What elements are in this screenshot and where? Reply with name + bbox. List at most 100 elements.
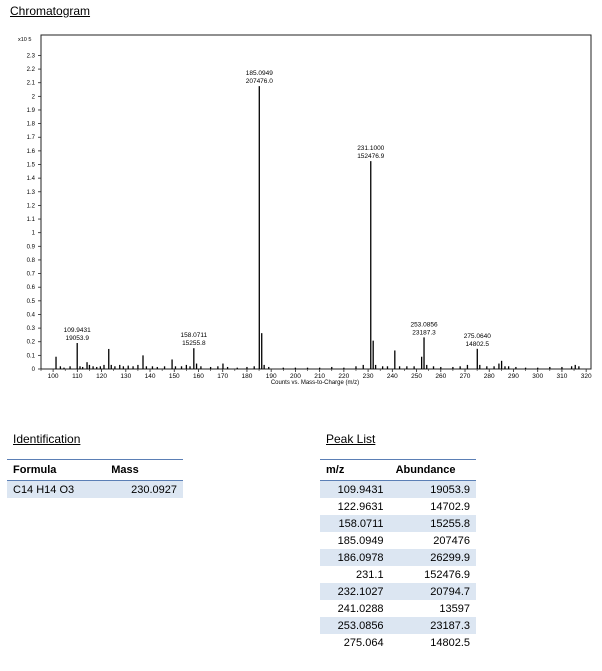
table-row: 122.9631 14702.9: [320, 498, 476, 515]
mz-cell: 232.1027: [320, 583, 390, 600]
table-row: 253.0856 23187.3: [320, 617, 476, 634]
abundance-cell: 19053.9: [389, 480, 476, 498]
y-tick-label: 0.5: [27, 299, 36, 305]
x-tick-label: 290: [508, 373, 519, 380]
y-tick-label: 1.3: [27, 190, 36, 196]
y-tick-label: 0.8: [27, 258, 36, 264]
x-tick-label: 190: [266, 373, 277, 380]
x-tick-label: 320: [581, 373, 592, 380]
y-tick-label: 0.9: [27, 244, 36, 250]
y-tick-label: 1.1: [27, 217, 36, 223]
x-tick-label: 220: [338, 373, 349, 380]
mz-cell: 185.0949: [337, 534, 384, 547]
mz-cell: 109.9431: [320, 480, 390, 498]
abundance-cell: 15255.8: [389, 515, 476, 532]
y-tick-label: 1.5: [27, 163, 36, 169]
x-tick-label: 300: [532, 373, 543, 380]
formula-cell: C14 H14 O3: [7, 480, 106, 498]
peak-annotation-abundance: 23187.3: [412, 329, 436, 336]
abundance-cell: 13597: [439, 602, 470, 615]
abundance-cell: 152476.9: [424, 568, 470, 581]
mz-cell: 253.0856: [320, 617, 390, 634]
abundance-header: Abundance: [389, 459, 476, 481]
abundance-cell: 14802.5: [430, 636, 470, 649]
y-tick-label: 2.3: [27, 53, 36, 59]
mass-cell: 230.0927: [105, 480, 183, 498]
mz-cell: 122.9631: [337, 500, 384, 513]
abundance-cell: 23187.3: [389, 617, 476, 634]
y-multiplier-label: x10 5: [18, 37, 31, 43]
y-tick-label: 1.4: [27, 176, 36, 182]
x-tick-label: 100: [48, 373, 59, 380]
peak-annotation-mz: 231.1000: [357, 145, 384, 152]
x-tick-label: 270: [460, 373, 471, 380]
peak-annotation-mz: 185.0949: [246, 70, 273, 77]
peak-annotation-mz: 253.0856: [410, 321, 437, 328]
peak-annotation-mz: 275.0640: [464, 333, 491, 340]
mz-header: m/z: [320, 459, 390, 481]
x-tick-label: 170: [217, 373, 228, 380]
peak-annotation-mz: 109.9431: [64, 327, 91, 334]
plot-area-frame: [40, 34, 592, 370]
mz-cell: 241.0288: [337, 602, 384, 615]
x-tick-label: 130: [120, 373, 131, 380]
formula-header: Formula: [7, 459, 106, 481]
abundance-cell: 20794.7: [389, 583, 476, 600]
x-tick-label: 280: [484, 373, 495, 380]
x-axis-label: Counts vs. Mass-to-Charge (m/z): [271, 380, 359, 386]
y-tick-label: 2: [32, 94, 36, 100]
y-tick-label: 1.7: [27, 135, 36, 141]
peak-annotation-abundance: 207476.0: [246, 78, 273, 85]
y-tick-label: 1.8: [27, 122, 36, 128]
abundance-cell: 14702.9: [430, 500, 470, 513]
table-row: C14 H14 O3 230.0927: [7, 480, 183, 498]
x-tick-label: 140: [145, 373, 156, 380]
y-tick-label: 1: [32, 231, 36, 237]
mz-cell: 275.064: [343, 636, 384, 649]
table-row: 185.0949 207476: [320, 532, 476, 549]
x-tick-label: 180: [242, 373, 253, 380]
peak-list-table: m/z Abundance 109.9431 19053.9 122.9631 147…: [320, 459, 476, 651]
x-tick-label: 250: [411, 373, 422, 380]
peak-annotation-abundance: 15255.8: [182, 340, 206, 347]
table-row: 158.0711 15255.8: [320, 515, 476, 532]
identification-title: Identification: [13, 432, 81, 446]
peak-list-title: Peak List: [326, 432, 376, 446]
table-row: 109.9431 19053.9: [320, 480, 476, 498]
mz-cell: 231.1: [356, 568, 384, 581]
table-row: 275.064 14802.5: [320, 634, 476, 651]
y-tick-label: 1.6: [27, 149, 36, 155]
y-tick-label: 0: [32, 367, 36, 373]
y-tick-label: 0.1: [27, 353, 36, 359]
x-tick-label: 260: [435, 373, 446, 380]
x-tick-label: 110: [72, 373, 83, 380]
peak-annotation-mz: 158.0711: [180, 332, 207, 339]
x-tick-label: 230: [363, 373, 374, 380]
peak-annotation-abundance: 19053.9: [65, 335, 89, 342]
peak-annotation-abundance: 152476.9: [357, 153, 384, 160]
chart-title: Chromatogram: [10, 4, 91, 18]
table-row: 231.1 152476.9: [320, 566, 476, 583]
x-tick-label: 160: [193, 373, 204, 380]
y-tick-label: 2.2: [27, 67, 36, 73]
x-tick-label: 150: [169, 373, 180, 380]
x-tick-label: 210: [314, 373, 325, 380]
peak-list-header-row: m/z Abundance: [320, 459, 476, 481]
mass-header: Mass: [105, 459, 183, 481]
table-row: 186.0978 26299.9: [320, 549, 476, 566]
mz-cell: 158.0711: [320, 515, 390, 532]
identification-header-row: Formula Mass: [7, 459, 183, 481]
abundance-cell: 207476: [433, 534, 470, 547]
x-tick-label: 120: [96, 373, 107, 380]
y-tick-label: 0.7: [27, 272, 36, 278]
abundance-cell: 26299.9: [389, 549, 476, 566]
y-tick-label: 0.3: [27, 326, 36, 332]
y-tick-label: 0.6: [27, 285, 36, 291]
y-tick-label: 2.1: [27, 81, 36, 87]
y-tick-label: 0.2: [27, 340, 36, 346]
y-tick-label: 0.4: [27, 312, 36, 318]
x-tick-label: 310: [556, 373, 567, 380]
identification-table: Formula Mass C14 H14 O3 230.0927: [7, 459, 183, 498]
x-tick-label: 240: [387, 373, 398, 380]
table-row: 232.1027 20794.7: [320, 583, 476, 600]
